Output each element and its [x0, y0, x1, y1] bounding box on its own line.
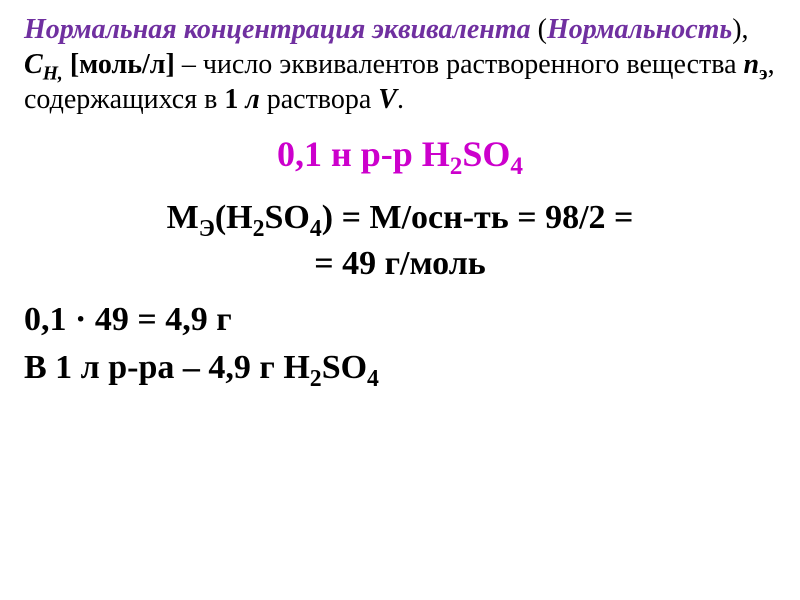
slide-content: Нормальная концентрация эквивалента (Нор…: [0, 0, 800, 407]
symbol-n: nэ: [744, 49, 768, 80]
symbol-C: СН,: [24, 49, 63, 80]
period: .: [397, 84, 404, 115]
symbol-V: V: [378, 84, 397, 115]
paren-close: ),: [732, 14, 748, 45]
equivalent-mass-result: = 49 г/моль: [24, 241, 776, 287]
def-text-1: число эквивалентов растворенного веществ…: [203, 49, 744, 80]
unit-text: моль/л: [79, 49, 165, 80]
litre: л: [238, 84, 259, 115]
dash: –: [175, 49, 203, 80]
title-phrase: Нормальная концентрация эквивалента: [24, 14, 531, 45]
normality-word: Нормальность: [547, 14, 732, 45]
example-line: 0,1 н р-р H2SO4: [24, 133, 776, 175]
unit-bracket-open: [: [63, 49, 79, 80]
equivalent-mass-formula: МЭ(H2SO4) = М/осн-ть = 98/2 =: [24, 195, 776, 241]
definition-paragraph: Нормальная концентрация эквивалента (Нор…: [24, 12, 776, 117]
unit-bracket-close: ]: [166, 49, 175, 80]
paren-open: (: [531, 14, 547, 45]
mass-calculation: 0,1 · 49 = 4,9 г: [24, 301, 776, 339]
final-statement: В 1 л р-ра – 4,9 г H2SO4: [24, 349, 776, 387]
one: 1: [224, 84, 238, 115]
def-text-3: раствора: [260, 84, 379, 115]
